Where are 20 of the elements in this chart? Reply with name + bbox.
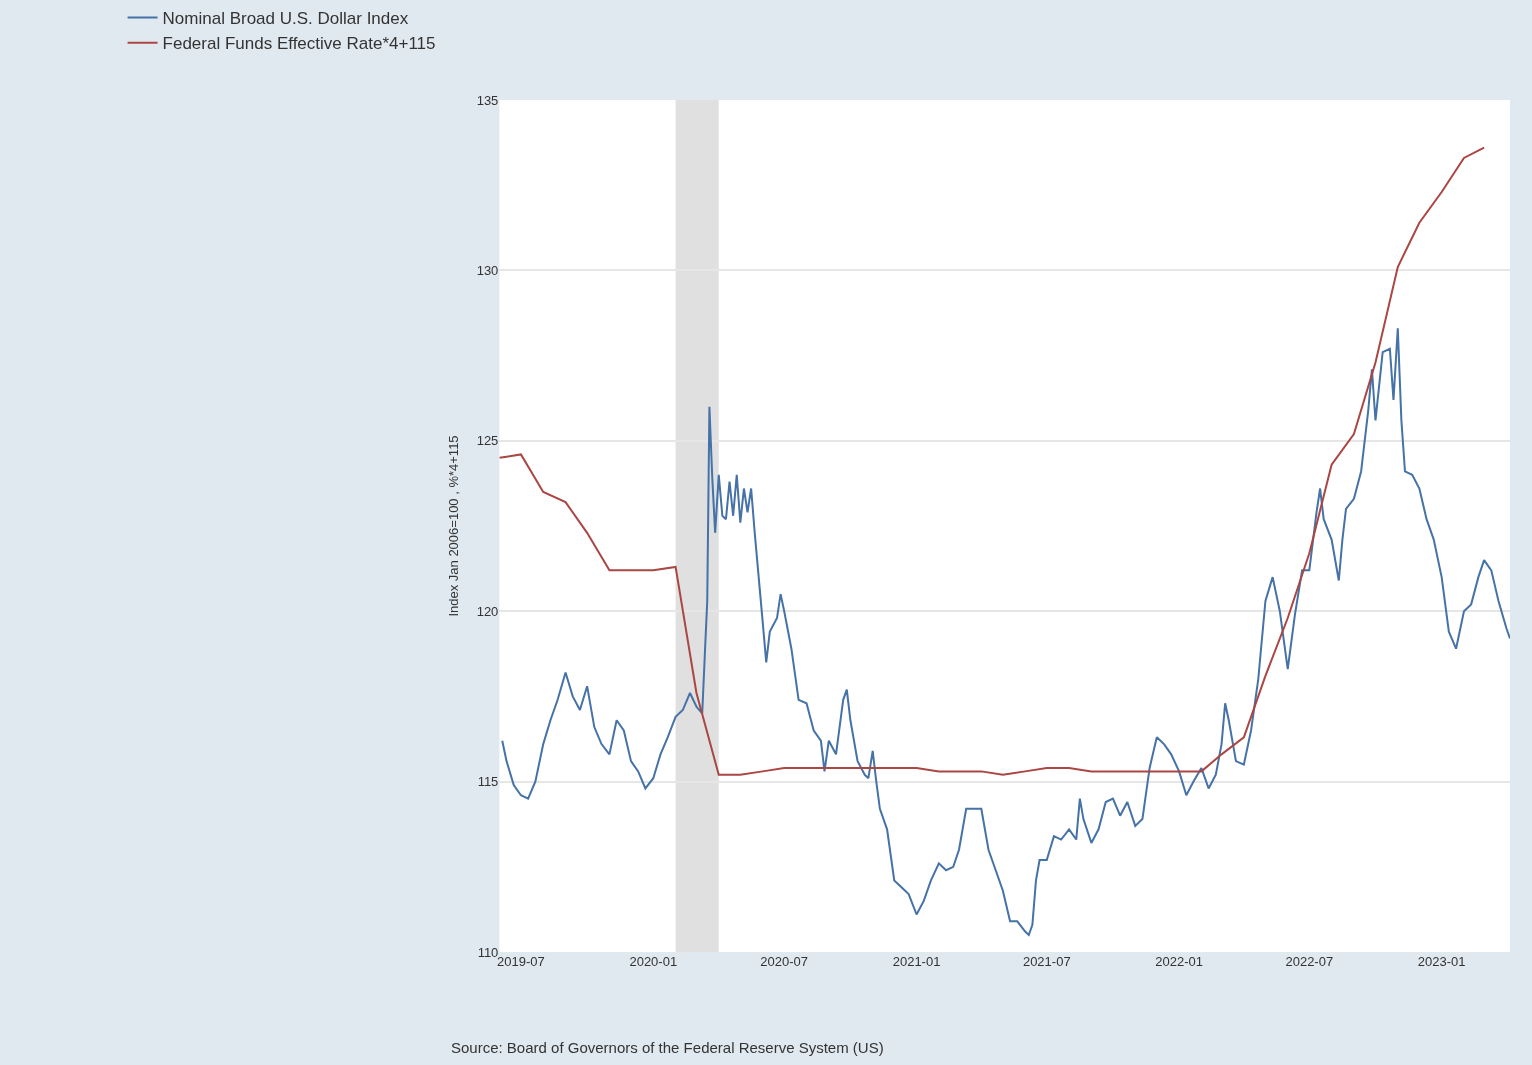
x-tick-label: 2020-01 — [629, 954, 678, 969]
y-tick-label: 130 — [476, 262, 499, 278]
y-tick-label: 115 — [477, 774, 499, 790]
y-tick-label: 120 — [476, 603, 499, 619]
line-series — [499, 146, 1486, 776]
x-tick-label: 2020-07 — [760, 954, 809, 969]
source-note: Source: Board of Governors of the Federal Reserve System (US) — [451, 1039, 884, 1056]
x-tick-label: 2023-01 — [1417, 954, 1466, 969]
x-tick-label: 2021-01 — [892, 954, 941, 969]
y-tick-label: 135 — [476, 92, 499, 108]
y-tick-label: 110 — [477, 944, 499, 960]
x-tick-label: 2021-07 — [1022, 954, 1071, 969]
legend-label: Nominal Broad U.S. Dollar Index — [162, 9, 409, 29]
y-tick-label: 125 — [476, 433, 499, 449]
x-tick-label: 2019-07 — [497, 954, 545, 969]
line-series — [501, 327, 1510, 936]
x-tick-label: 2022-01 — [1155, 954, 1203, 969]
y-axis-title: Index Jan 2006=100 , %*4+115 — [445, 435, 461, 617]
legend-label: Federal Funds Effective Rate*4+115 — [162, 34, 436, 54]
x-tick-label: 2022-07 — [1285, 954, 1334, 969]
